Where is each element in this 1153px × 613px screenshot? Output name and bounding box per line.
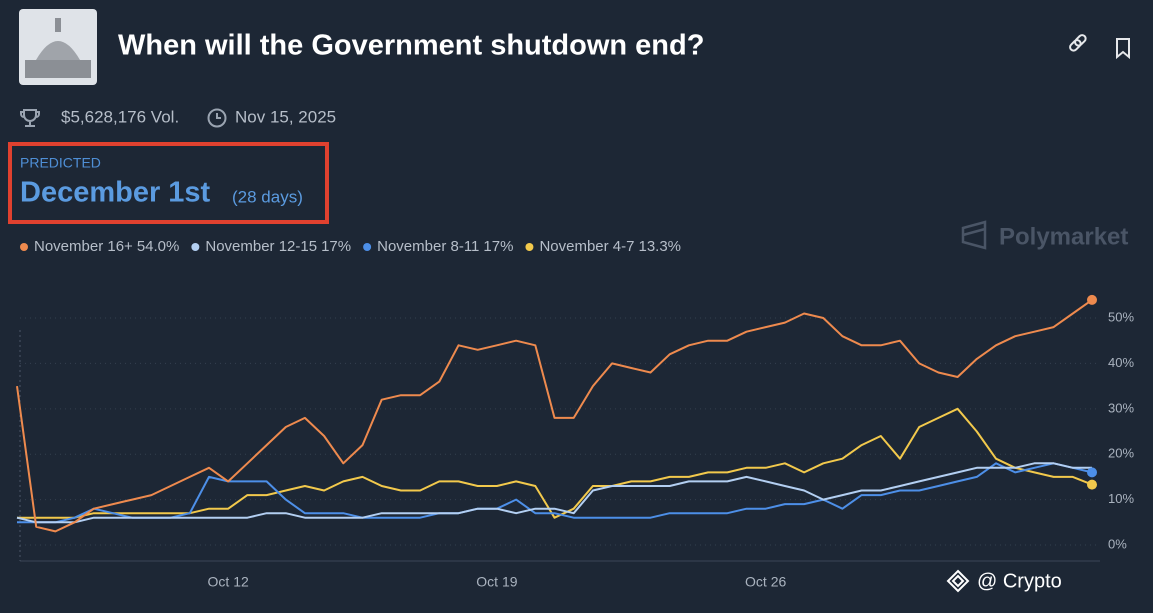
x-tick-label: Oct 19 xyxy=(476,574,517,590)
legend-name: November 12-15 xyxy=(205,238,317,255)
series-line xyxy=(16,462,1092,524)
y-tick-label: 40% xyxy=(1108,355,1134,370)
end-dot xyxy=(1087,467,1097,478)
watermark: Polymarket xyxy=(999,223,1128,250)
legend-swatch xyxy=(20,243,28,251)
trophy-icon xyxy=(20,109,40,127)
series-line xyxy=(16,299,1093,533)
y-tick-label: 10% xyxy=(1108,491,1134,506)
legend: November 16+ 54.0% November 12-15 17% Novemb… xyxy=(20,238,681,255)
plot: 0% 10% 20% 30% 40% 50% Oct 12 Oct 19 Oct 26 xyxy=(16,294,1134,590)
end-dot xyxy=(1087,479,1097,490)
legend-swatch xyxy=(525,243,534,251)
bookmark-button[interactable] xyxy=(1116,38,1130,60)
x-tick-label: Oct 26 xyxy=(745,574,786,590)
y-tick-label: 20% xyxy=(1108,446,1134,461)
legend-swatch xyxy=(191,243,200,251)
legend-value: 54.0% xyxy=(137,238,180,255)
end-date: Nov 15, 2025 xyxy=(235,107,336,126)
legend-value: 17% xyxy=(483,238,513,255)
predicted-outcome: December 1st xyxy=(20,177,211,209)
end-dot xyxy=(1087,294,1097,305)
legend-name: November 4-7 xyxy=(539,238,634,255)
market-title: When will the Government shutdown end? xyxy=(118,30,704,62)
credit-logo xyxy=(946,569,970,593)
clock-hands xyxy=(216,113,221,119)
market-image xyxy=(19,9,97,85)
series-line xyxy=(17,407,1093,519)
clock-icon xyxy=(207,108,227,128)
volume: $5,628,176 Vol. xyxy=(61,107,179,126)
legend-name: November 8-11 xyxy=(377,238,479,255)
credit: @ Crypto xyxy=(977,570,1062,592)
predicted-label: PREDICTED xyxy=(20,155,101,171)
y-tick-label: 30% xyxy=(1108,400,1134,415)
legend-swatch xyxy=(363,243,372,251)
legend-name: November 16+ xyxy=(34,238,133,255)
y-tick-label: 0% xyxy=(1108,536,1127,551)
legend-value: 17% xyxy=(321,238,351,255)
predicted-duration: (28 days) xyxy=(232,187,303,206)
series-line xyxy=(17,462,1093,524)
x-tick-label: Oct 12 xyxy=(208,574,249,590)
legend-value: 13.3% xyxy=(638,238,681,255)
y-tick-label: 50% xyxy=(1108,309,1134,324)
watermark-logo xyxy=(961,220,987,250)
highlight-box xyxy=(8,142,329,224)
link-button[interactable] xyxy=(1069,34,1087,52)
